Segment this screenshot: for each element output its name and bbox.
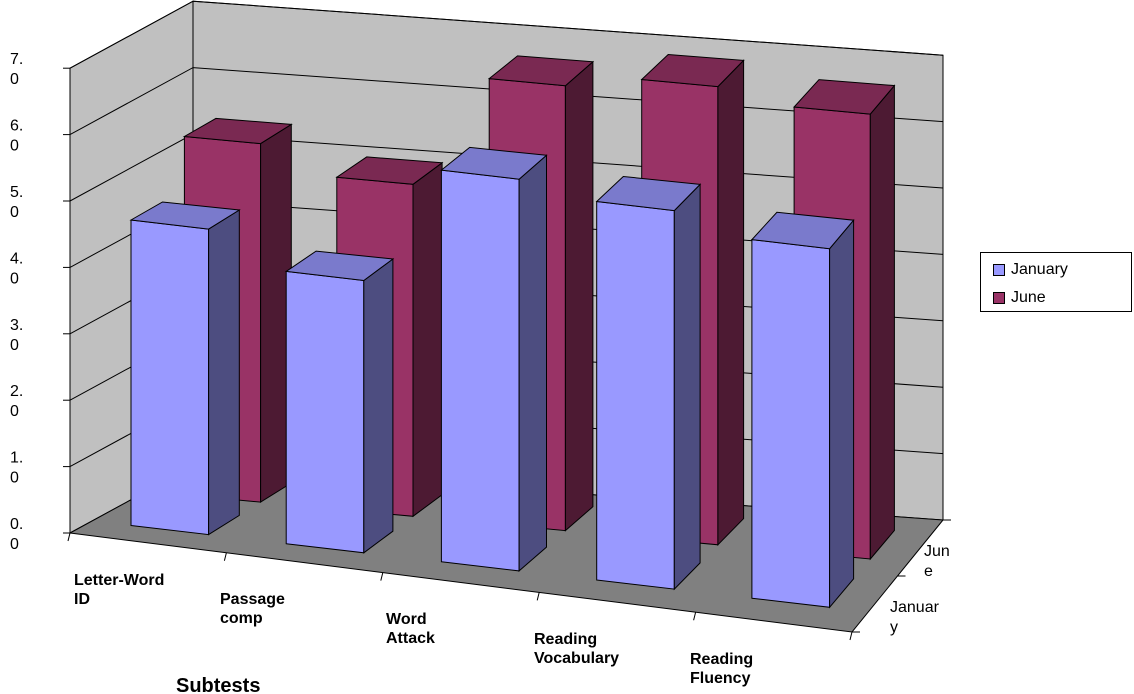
x-category-label: Letter-Word ID [74,572,164,608]
y-tick-label: 5. 0 [10,184,23,221]
x-tick [67,532,71,542]
bars [129,53,896,609]
y-tick-label-line: 0 [10,270,19,287]
depth-axis-label-line: Jun [924,543,950,560]
legend-swatch-january [993,264,1005,276]
y-tick-label-line: 2. [10,383,23,400]
bar-january-1 [284,250,395,554]
x-category-label-line: Fluency [690,670,751,687]
x-axis-title: Subtests [176,675,260,694]
x-tick [223,552,227,561]
y-tick-label-line: 0 [10,536,19,553]
bar-side [363,258,394,554]
legend-label-january: January [1011,261,1068,278]
bar-january-3 [595,175,702,591]
depth-axis-label-line: y [890,619,898,636]
y-tick-label-line: 0 [10,403,19,420]
x-category-label-line: Passage [220,591,285,608]
bar-top [793,79,896,115]
depth-axis-label-line: e [924,563,933,580]
y-tick-label-line: 0 [10,470,19,487]
y-tick-label-line: 4. [10,250,23,267]
x-category-label: Word Attack [386,611,435,647]
x-tick [693,612,697,621]
y-tick-label: 4. 0 [10,250,23,287]
bar-top [335,156,444,185]
bar-front [285,270,365,554]
bar-side [869,84,895,561]
y-tick-label-line: 0 [10,204,19,221]
x-category-label: Passage comp [220,591,285,627]
y-tick-label-line: 7. [10,51,23,68]
bar-side [564,60,594,532]
depth-axis-label-line: Januar [890,599,940,616]
y-tick-label: 1. 0 [10,450,23,487]
y-tick-label-line: 0. [10,516,23,533]
y-tick-label-line: 6. [10,118,23,135]
bar-top [595,175,702,212]
y-tick-label: 3. 0 [10,317,23,354]
x-category-label-line: Reading [690,651,753,668]
bar-front [130,219,210,536]
x-category-label-line: Letter-Word [74,572,164,589]
x-category-label-line: Vocabulary [534,650,619,667]
bar-january-2 [440,146,548,572]
y-tick-label-line: 0 [10,71,19,88]
x-category-label-line: Word [386,611,427,628]
y-tick-label: 7. 0 [10,51,23,88]
bar-top [640,53,745,88]
x-category-label: Reading Vocabulary [534,631,619,667]
x-tick [380,572,384,581]
y-tick-label-line: 0 [10,337,19,354]
y-tick-label-line: 0 [10,138,19,155]
y-tick-label: 0. 0 [10,516,23,553]
bar-front [596,200,675,590]
depth-axis-label: Januar y [890,599,940,636]
bar-top [182,117,293,145]
legend-item-january: January [993,260,1068,280]
bar-side [717,59,745,547]
bar-side [829,218,855,609]
y-tick-label-line: 5. [10,184,23,201]
bar-front [751,239,831,608]
legend: January June [980,252,1132,312]
bar-side [518,154,547,572]
axes [63,67,951,641]
y-tick-label-line: 3. [10,317,23,334]
bar-side [673,183,701,591]
x-category-label-line: ID [74,591,90,608]
gridline [69,0,944,69]
bar-top [129,201,241,230]
y-tick-label-line: 1. [10,450,23,467]
legend-swatch-june [993,292,1005,304]
y-tick-label: 6. 0 [10,118,23,155]
legend-item-june: June [993,288,1046,308]
bar-top [284,250,395,282]
bar-january-0 [129,201,241,536]
x-category-label-line: comp [220,610,263,627]
x-category-label: Reading Fluency [690,651,753,687]
bar-top [440,146,548,180]
y-tick-label: 2. 0 [10,383,23,420]
legend-label-june: June [1011,289,1046,306]
x-tick [849,631,853,641]
depth-axis-label: Jun e [924,543,950,580]
bar-side [412,161,443,518]
bar-top [750,211,855,250]
x-category-label-line: Reading [534,631,597,648]
x-category-label-line: Attack [386,630,435,647]
bar-front [440,169,520,572]
bar-side [208,209,240,536]
bar-january-4 [750,211,855,609]
x-tick [536,592,540,601]
bar-top [487,55,595,87]
